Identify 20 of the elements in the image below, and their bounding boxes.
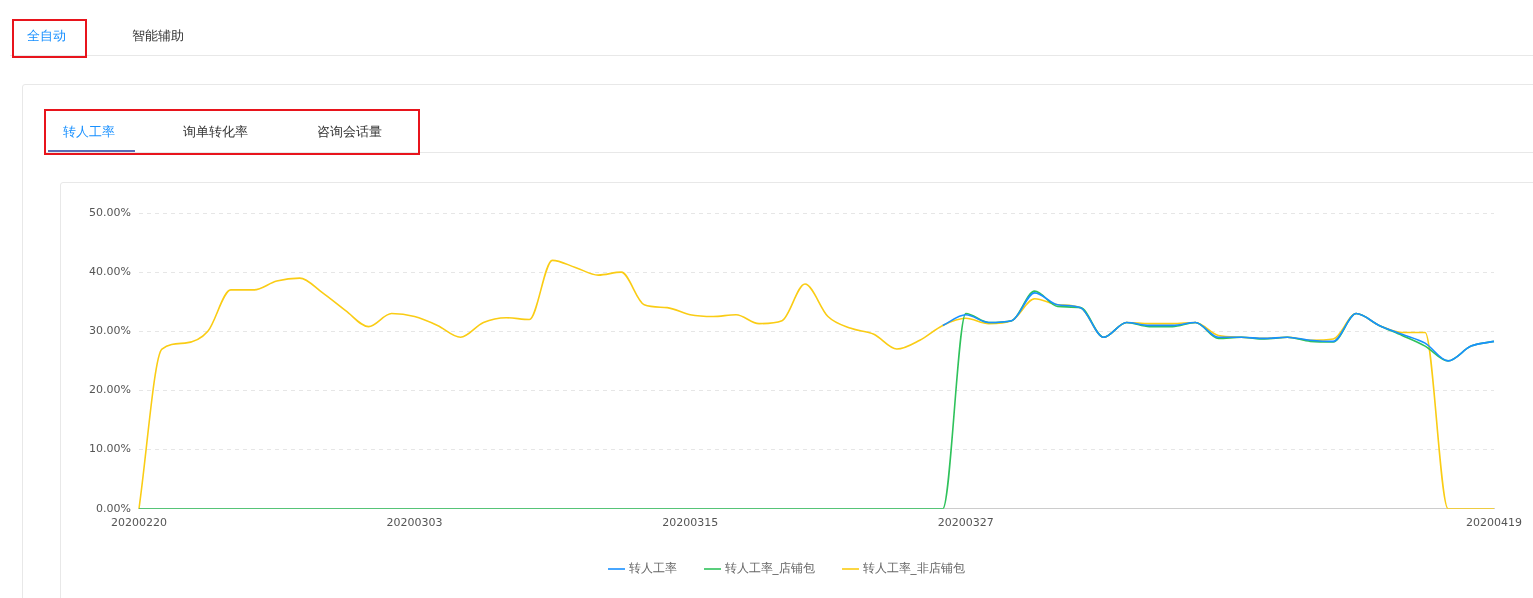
x-tick-label: 20200419 (1466, 516, 1522, 530)
text: 智能辅助 (132, 27, 184, 45)
line-series (941, 292, 1495, 362)
y-tick-label: 50.00% (88, 205, 131, 219)
y-tick-label: 0.00% (95, 501, 131, 515)
legend-label: 转人工率_非店铺包 (862, 561, 965, 576)
y-tick-label: 10.00% (88, 442, 131, 456)
legend-label: 转人工率 (628, 561, 677, 576)
text: 咨询会话量 (317, 123, 382, 141)
x-tick-label: 20200220 (110, 516, 167, 530)
text: 询单转化率 (183, 123, 248, 141)
y-tick-label: 30.00% (88, 324, 131, 338)
x-tick-label: 20200327 (937, 516, 994, 530)
legend-label: 转人工率_店铺包 (724, 561, 815, 576)
x-tick-label: 20200303 (386, 516, 443, 530)
y-tick-label: 40.00% (88, 265, 131, 279)
x-tick-label: 20200315 (662, 516, 719, 530)
text: 全自动 (27, 27, 66, 45)
y-tick-label: 20.00% (88, 383, 131, 397)
text: 转人工率 (63, 123, 115, 141)
